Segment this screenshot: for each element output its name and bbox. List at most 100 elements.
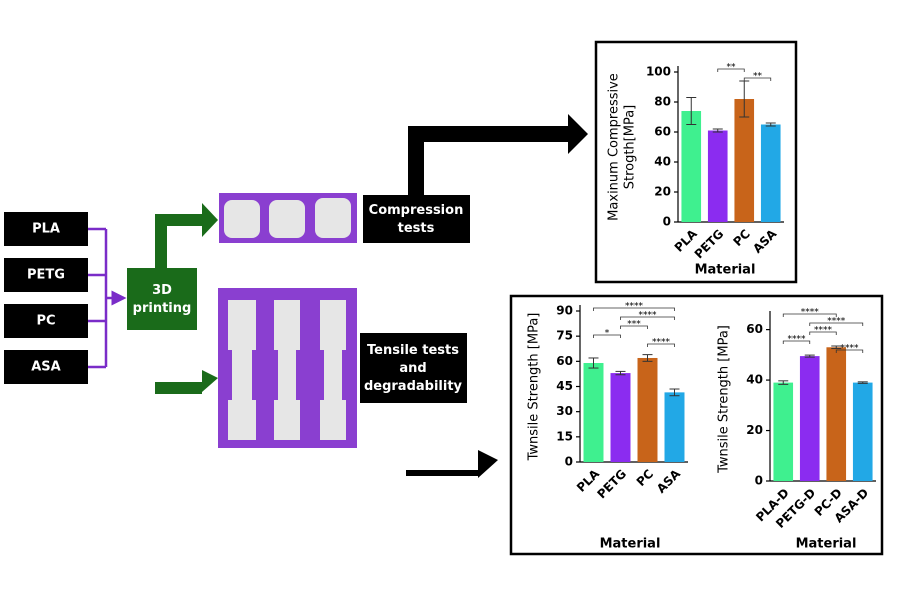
specimen [224, 200, 260, 238]
material-box [4, 304, 88, 338]
bar [664, 392, 685, 462]
tensile-box [360, 333, 467, 403]
tensile-photo [218, 288, 357, 448]
compression-photo [219, 193, 357, 243]
compression-label: Compression tests [369, 203, 464, 236]
y-tick-label: 75 [556, 329, 573, 343]
tensile-label: Tensile tests and degradability [364, 343, 463, 394]
error-bar [669, 388, 680, 397]
compression-box [363, 195, 470, 243]
y-tick-label: 0 [565, 455, 573, 469]
y-tick-label: 40 [654, 155, 671, 169]
y-axis-title: Twnsile Strength [MPa] [717, 325, 732, 474]
significance-label: * [605, 329, 610, 339]
error-bar [778, 380, 789, 385]
significance-label: *** [627, 320, 641, 330]
y-tick-label: 45 [556, 379, 573, 393]
bar [826, 347, 847, 481]
y-tick-label: 60 [654, 125, 671, 139]
x-tick-label: PETG [692, 227, 727, 262]
error-bar [712, 128, 723, 133]
black-arrows [406, 114, 588, 478]
specimen [228, 300, 256, 440]
connectors [88, 227, 127, 369]
error-bar [857, 381, 868, 384]
x-tick-label: ASA [654, 466, 684, 496]
x-axis-title: Material [600, 537, 661, 552]
material-boxes: PLA PETG PC ASA [4, 212, 88, 384]
y-tick-label: 60 [746, 322, 763, 336]
significance-bracket [593, 307, 675, 311]
chart-frame [594, 40, 798, 284]
connector [88, 227, 108, 369]
significance-bracket [593, 334, 621, 338]
y-tick-label: 20 [654, 185, 671, 199]
error-bar [642, 354, 653, 362]
bar [734, 99, 755, 222]
bar [773, 382, 794, 481]
significance-bracket [620, 316, 675, 320]
printing-label: 3D printing [133, 283, 192, 316]
x-tick-label: PETG [594, 467, 629, 502]
error-bar [588, 357, 599, 369]
y-tick-label: 0 [663, 215, 671, 229]
significance-bracket [717, 68, 745, 72]
significance-label: **** [801, 308, 820, 318]
y-tick-label: 100 [646, 65, 671, 79]
y-tick-label: 20 [746, 423, 763, 437]
significance-label: **** [814, 326, 833, 336]
significance-bracket [809, 322, 864, 326]
material-label: PC [36, 314, 55, 329]
x-axis-title: Material [796, 537, 857, 552]
significance-label: **** [827, 317, 846, 327]
specimen [269, 200, 305, 238]
material-label: PETG [27, 268, 65, 283]
error-bar [615, 370, 626, 376]
arrow [408, 114, 588, 195]
material-box [4, 350, 88, 384]
significance-label: ** [727, 63, 737, 73]
specimen [320, 300, 346, 440]
bar [799, 356, 820, 481]
significance-bracket [809, 331, 837, 335]
arrow [406, 403, 498, 478]
material-box [4, 212, 88, 246]
y-tick-label: 90 [556, 304, 573, 318]
significance-bracket [782, 313, 837, 317]
significance-label: **** [639, 311, 658, 321]
significance-bracket [647, 343, 675, 347]
material-box [4, 258, 88, 292]
bar [583, 363, 604, 462]
printing-box [127, 268, 197, 330]
bar [760, 124, 781, 222]
significance-label: ** [753, 72, 763, 82]
specimen [274, 300, 300, 440]
x-tick-label: ASA [750, 226, 780, 256]
arrow [155, 203, 218, 268]
y-tick-label: 0 [755, 474, 763, 488]
significance-label: **** [788, 335, 807, 345]
y-tick-label: 40 [746, 373, 763, 387]
y-axis-title: Maxinum Compressive [607, 73, 622, 221]
y-axis-title: Twnsile Strength [MPa] [527, 313, 542, 462]
bar [681, 111, 702, 222]
bar [610, 373, 631, 462]
y-tick-label: 80 [654, 95, 671, 109]
arrow [155, 330, 218, 394]
bar [637, 357, 658, 462]
error-bar [686, 97, 697, 125]
significance-bracket [620, 325, 648, 329]
y-axis-title: Strogth[MPa] [623, 105, 638, 190]
y-tick-label: 30 [556, 404, 573, 418]
green-arrows [155, 203, 218, 394]
material-label: ASA [31, 360, 61, 375]
y-tick-label: 60 [556, 354, 573, 368]
significance-label: **** [652, 338, 671, 348]
specimen [315, 198, 351, 238]
significance-label: **** [841, 344, 860, 354]
bar [852, 382, 873, 481]
significance-label: **** [625, 302, 644, 312]
error-bar [765, 122, 776, 127]
chart-frame [509, 294, 884, 556]
